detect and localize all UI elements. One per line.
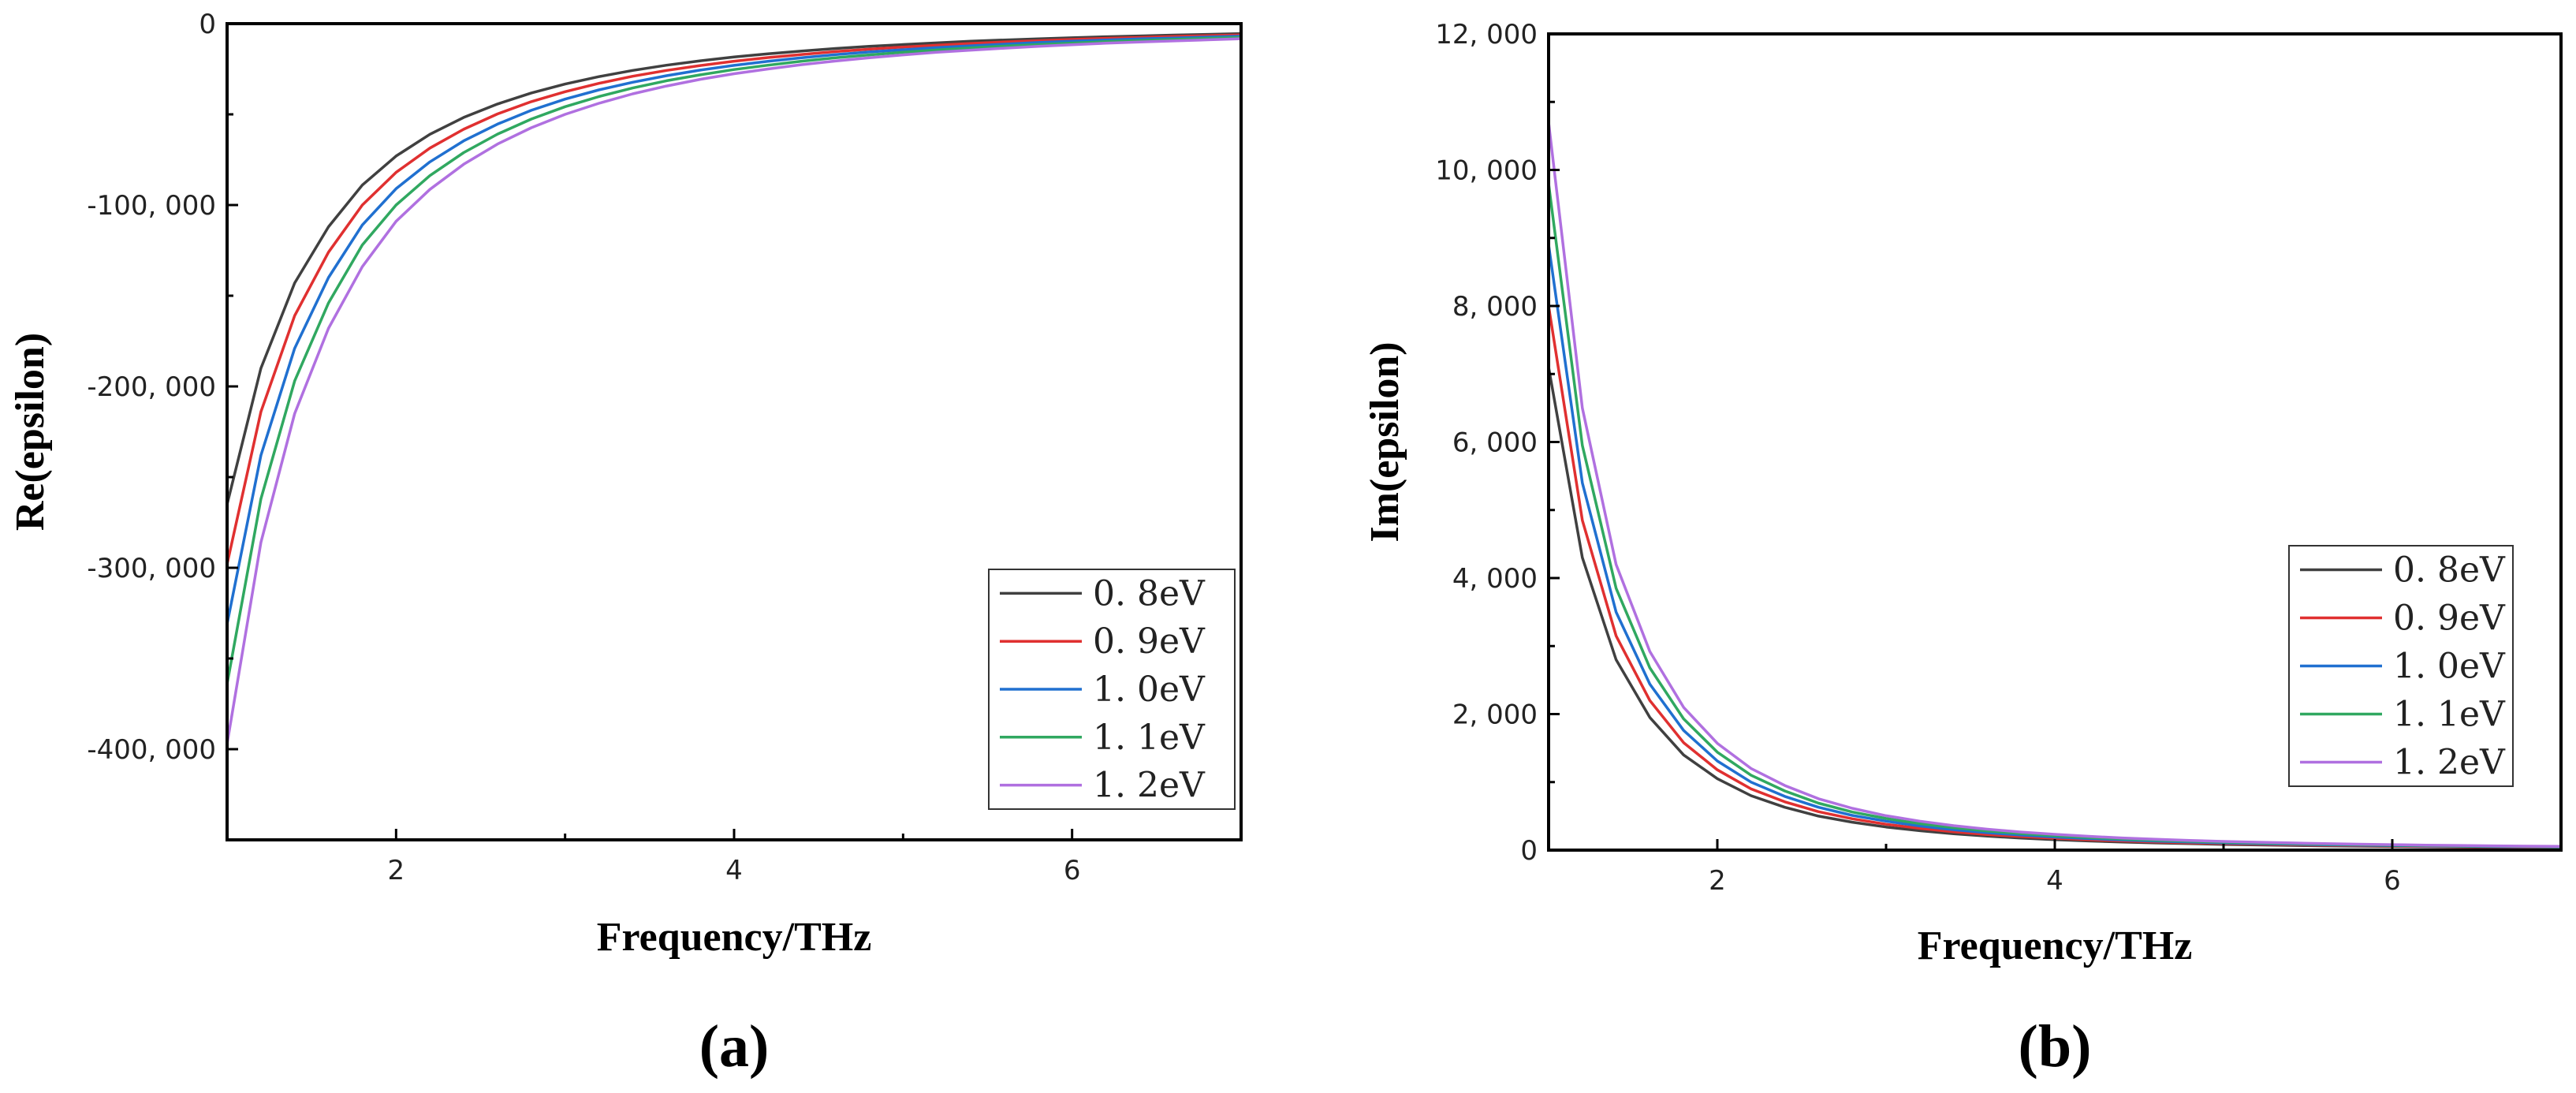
y-tick-label: -200, 000 bbox=[87, 371, 216, 403]
legend-label: 1. 0eV bbox=[2393, 647, 2506, 687]
panel-label: (b) bbox=[2019, 1013, 2092, 1080]
series-line-3 bbox=[227, 35, 1241, 685]
x-tick-label: 4 bbox=[2046, 865, 2063, 897]
panel-b: 2 4 6 0 2, 000 4, 000 6, 000 8, 000 10, 000 12, 0… bbox=[1363, 19, 2563, 1080]
x-tick-label: 6 bbox=[1064, 855, 1081, 886]
x-tick-label: 2 bbox=[388, 855, 405, 886]
panel-a: 2 4 6 0 -100, 000 -200, 000 -300, 000 -400, 000… bbox=[8, 9, 1243, 1080]
legend-label: 1. 0eV bbox=[1093, 670, 1206, 710]
y-axis-title: Im(epsilon) bbox=[1363, 341, 1407, 542]
y-tick-label: 2, 000 bbox=[1452, 699, 1538, 731]
y-tick-label: -400, 000 bbox=[87, 734, 216, 766]
y-tick-label: 10, 000 bbox=[1435, 155, 1538, 187]
legend-label: 1. 1eV bbox=[1093, 718, 1206, 758]
legend-label: 0. 9eV bbox=[2393, 599, 2506, 639]
x-tick-label: 6 bbox=[2384, 865, 2401, 897]
legend: 0. 8eV 0. 9eV 1. 0eV 1. 1eV 1. 2eV bbox=[988, 569, 1236, 810]
x-axis-title: Frequency/THz bbox=[597, 915, 872, 960]
legend-label: 1. 2eV bbox=[1093, 766, 1206, 806]
y-tick-label: 0 bbox=[1520, 835, 1538, 867]
series-line-4 bbox=[227, 37, 1241, 744]
y-tick-label: 8, 000 bbox=[1452, 291, 1538, 323]
x-tick-label: 2 bbox=[1709, 865, 1726, 897]
y-tick-label: -300, 000 bbox=[87, 553, 216, 584]
legend-label: 0. 8eV bbox=[2393, 550, 2506, 591]
series-line-1 bbox=[227, 33, 1241, 565]
series-line-0 bbox=[227, 32, 1241, 505]
legend: 0. 8eV 0. 9eV 1. 0eV 1. 1eV 1. 2eV bbox=[2288, 545, 2514, 787]
legend-label: 0. 8eV bbox=[1093, 573, 1206, 614]
legend-label: 1. 2eV bbox=[2393, 743, 2506, 783]
x-tick-label: 4 bbox=[725, 855, 743, 886]
legend-label: 0. 9eV bbox=[1093, 621, 1206, 662]
panel-label: (a) bbox=[699, 1013, 770, 1080]
y-tick-label: -100, 000 bbox=[87, 190, 216, 222]
legend-label: 1. 1eV bbox=[2393, 695, 2506, 735]
y-tick-label: 0 bbox=[199, 9, 216, 40]
series-line-2 bbox=[227, 35, 1241, 625]
y-tick-label: 6, 000 bbox=[1452, 427, 1538, 459]
y-axis-title: Re(epsilon) bbox=[8, 333, 53, 531]
x-axis-title: Frequency/THz bbox=[1918, 923, 2193, 968]
y-tick-label: 12, 000 bbox=[1435, 19, 1538, 50]
y-tick-label: 4, 000 bbox=[1452, 563, 1538, 595]
